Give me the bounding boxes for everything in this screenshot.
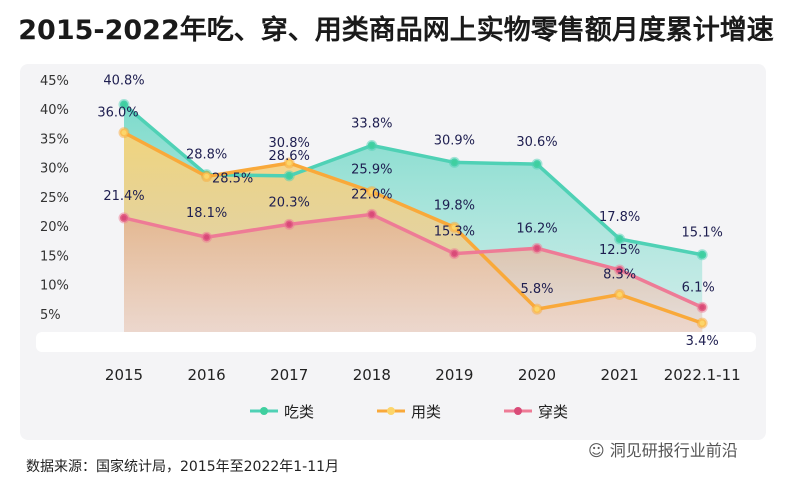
y-tick-label: 35% (40, 132, 69, 147)
data-label: 8.3% (603, 267, 636, 282)
area-穿类 (124, 214, 703, 343)
data-point (366, 208, 378, 220)
data-label: 6.1% (682, 280, 715, 295)
data-label: 17.8% (599, 210, 640, 225)
data-label: 3.4% (686, 334, 719, 349)
data-label: 28.5% (212, 171, 253, 186)
data-point (118, 127, 130, 139)
legend-marker (260, 407, 268, 415)
x-tick-label: 2022.1-11 (664, 366, 741, 384)
data-label: 16.2% (516, 221, 557, 236)
data-label: 28.8% (186, 148, 227, 163)
data-point (696, 317, 708, 329)
legend-marker (514, 407, 522, 415)
data-label: 28.6% (269, 149, 310, 164)
floor-band (36, 332, 756, 352)
data-point (448, 248, 460, 260)
chart-title: 2015-2022年吃、穿、用类商品网上实物零售额月度累计增速 (18, 15, 774, 46)
legend-label: 穿类 (538, 403, 568, 421)
data-point (118, 212, 130, 224)
line-穿类 (123, 212, 703, 309)
x-tick-label: 2020 (518, 366, 556, 384)
x-tick-label: 2015 (105, 366, 143, 384)
data-label: 5.8% (520, 282, 553, 297)
data-label: 30.9% (434, 133, 475, 148)
data-label: 15.3% (434, 225, 475, 240)
y-tick-label: 10% (40, 279, 69, 294)
line-用类 (123, 131, 703, 325)
data-label: 40.8% (103, 74, 144, 89)
data-point (366, 186, 378, 198)
data-point (696, 249, 708, 261)
legend-marker (387, 407, 395, 415)
watermark: ☺ 洞见研报行业前沿 (588, 437, 738, 461)
data-point (531, 158, 543, 170)
legend-label: 吃类 (284, 403, 314, 421)
data-point (448, 221, 460, 233)
data-label: 21.4% (103, 189, 144, 204)
data-label: 33.8% (351, 116, 392, 131)
y-tick-label: 5% (40, 308, 61, 323)
data-point (283, 170, 295, 182)
data-label: 18.1% (186, 206, 227, 221)
source-note: 数据来源：国家统计局，2015年至2022年1-11月 (26, 459, 340, 475)
x-tick-label: 2021 (601, 366, 639, 384)
data-point (201, 170, 213, 182)
y-tick-label: 25% (40, 191, 69, 206)
data-point (696, 301, 708, 313)
data-label: 36.0% (97, 106, 138, 121)
data-point (118, 99, 130, 111)
data-point (614, 233, 626, 245)
data-point (531, 303, 543, 315)
data-point (283, 157, 295, 169)
legend-label: 用类 (411, 403, 441, 421)
data-label: 30.8% (269, 136, 310, 151)
y-tick-label: 15% (40, 249, 69, 264)
data-point (614, 288, 626, 300)
data-label: 19.8% (434, 198, 475, 213)
data-label: 30.6% (516, 135, 557, 150)
x-tick-label: 2017 (270, 366, 308, 384)
data-point (201, 231, 213, 243)
data-label: 25.9% (351, 163, 392, 178)
y-tick-label: 40% (40, 103, 69, 118)
x-tick-label: 2016 (188, 366, 226, 384)
y-tick-label: 20% (40, 220, 69, 235)
data-point (531, 242, 543, 254)
data-point (448, 156, 460, 168)
data-point (614, 264, 626, 276)
data-label: 15.1% (682, 226, 723, 241)
data-label: 20.3% (269, 195, 310, 210)
data-point (366, 139, 378, 151)
y-tick-label: 45% (40, 74, 69, 89)
x-tick-label: 2019 (435, 366, 473, 384)
data-label: 12.5% (599, 243, 640, 258)
x-tick-label: 2018 (353, 366, 391, 384)
wechat-icon: ☺ (588, 441, 610, 460)
y-tick-label: 30% (40, 162, 69, 177)
data-point (283, 218, 295, 230)
data-label: 22.0% (351, 187, 392, 202)
watermark-text: 洞见研报行业前沿 (609, 441, 738, 460)
